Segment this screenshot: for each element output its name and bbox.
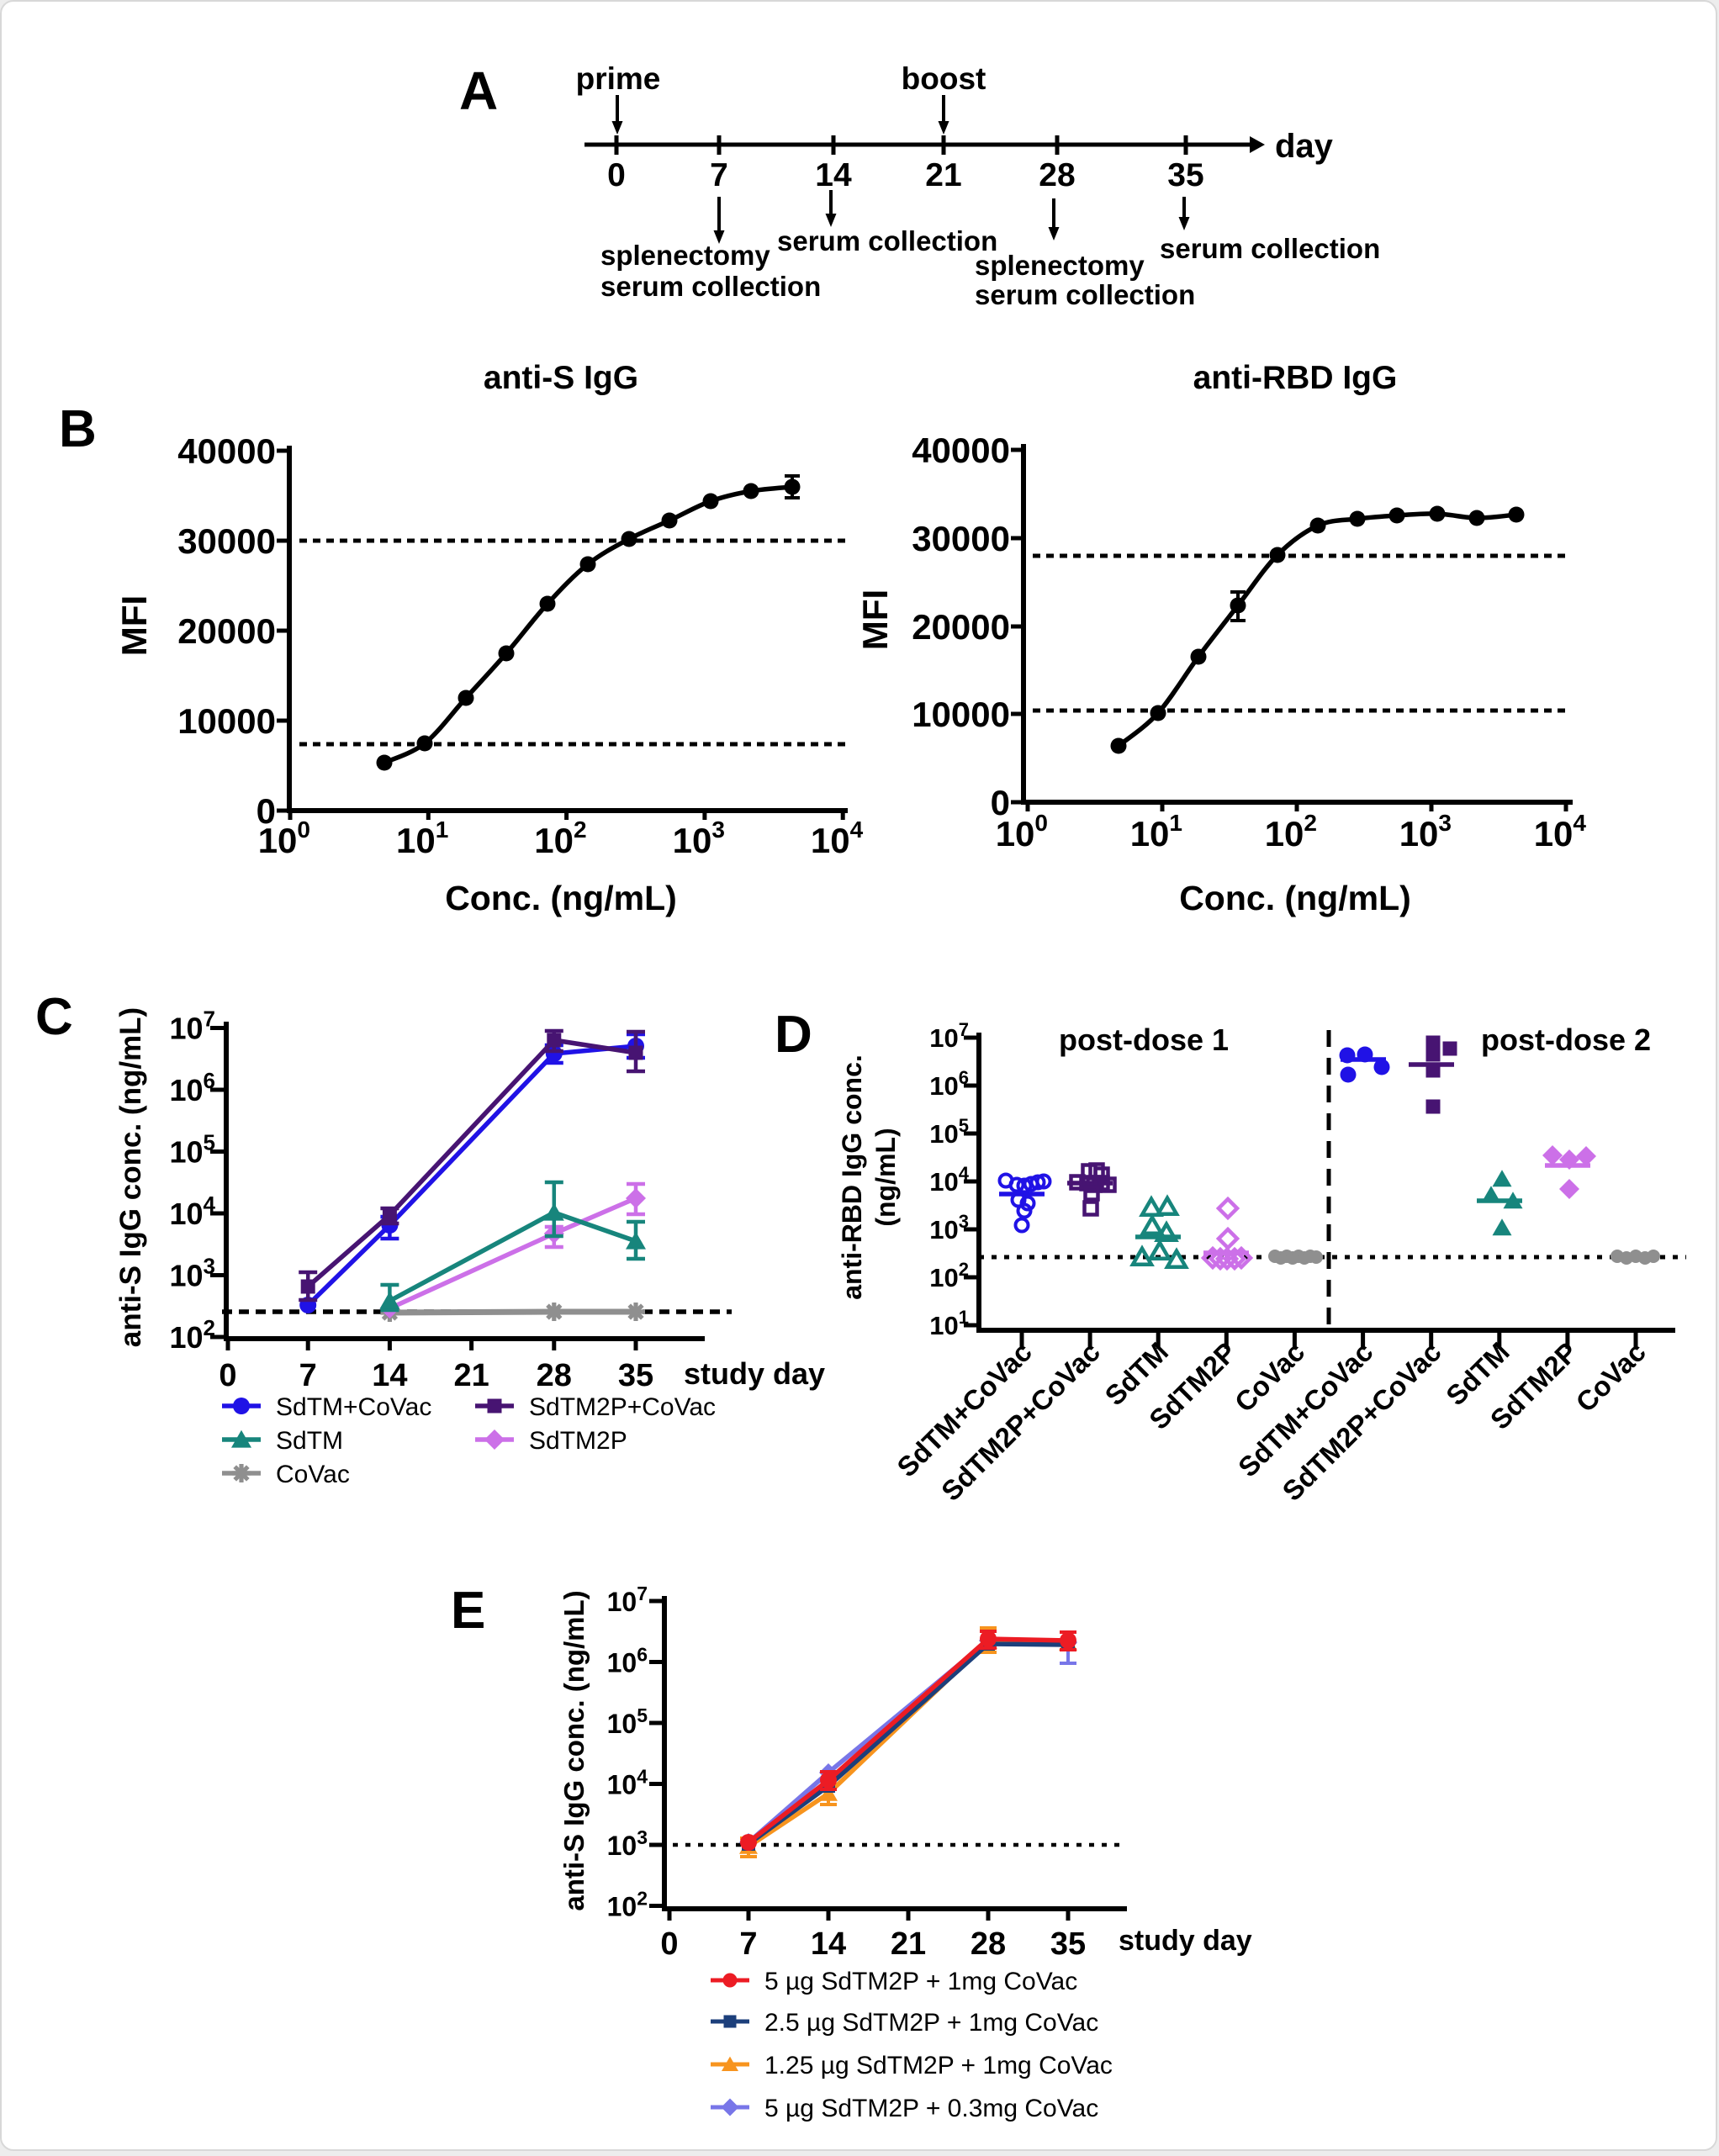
svg-text:107: 107	[929, 1019, 969, 1053]
svg-text:7: 7	[710, 157, 728, 193]
svg-text:21: 21	[453, 1358, 489, 1393]
svg-text:107: 107	[607, 1583, 648, 1617]
svg-text:anti-RBD IgG: anti-RBD IgG	[1193, 360, 1398, 396]
svg-text:Conc. (ng/mL): Conc. (ng/mL)	[445, 879, 677, 917]
svg-text:10000: 10000	[912, 695, 1010, 734]
svg-text:0: 0	[607, 157, 626, 193]
svg-text:20000: 20000	[177, 611, 276, 651]
svg-text:A: A	[459, 61, 498, 121]
svg-text:0: 0	[660, 1926, 678, 1962]
svg-text:101: 101	[1130, 810, 1182, 853]
svg-text:103: 103	[169, 1254, 215, 1293]
svg-text:10000: 10000	[177, 701, 276, 741]
svg-text:study day: study day	[1119, 1925, 1252, 1957]
svg-text:serum collection: serum collection	[600, 271, 821, 302]
svg-text:105: 105	[607, 1704, 648, 1739]
svg-text:103: 103	[929, 1211, 969, 1244]
svg-text:SdTM2P+CoVac: SdTM2P+CoVac	[529, 1393, 716, 1421]
svg-text:anti-S IgG conc. (ng/mL): anti-S IgG conc. (ng/mL)	[114, 1007, 147, 1347]
svg-text:104: 104	[169, 1192, 215, 1231]
svg-text:post-dose 2: post-dose 2	[1481, 1023, 1651, 1057]
svg-text:SdTM+CoVac: SdTM+CoVac	[276, 1393, 431, 1421]
svg-text:5 µg SdTM2P + 0.3mg CoVac: 5 µg SdTM2P + 0.3mg CoVac	[764, 2095, 1098, 2122]
svg-text:boost: boost	[902, 61, 986, 96]
svg-text:serum collection: serum collection	[1160, 233, 1380, 264]
svg-text:21: 21	[925, 157, 961, 193]
svg-text:E: E	[451, 1582, 485, 1640]
svg-text:103: 103	[673, 816, 725, 860]
svg-text:102: 102	[929, 1259, 969, 1292]
svg-text:SdTM: SdTM	[276, 1427, 343, 1455]
svg-text:105: 105	[929, 1115, 969, 1149]
svg-text:splenectomy: splenectomy	[600, 240, 770, 271]
svg-text:study day: study day	[684, 1356, 825, 1391]
svg-text:102: 102	[169, 1315, 215, 1355]
svg-text:104: 104	[607, 1766, 648, 1800]
svg-text:100: 100	[258, 816, 310, 860]
svg-text:104: 104	[929, 1163, 969, 1197]
svg-text:2.5 µg SdTM2P + 1mg CoVac: 2.5 µg SdTM2P + 1mg CoVac	[764, 2009, 1098, 2037]
svg-text:CoVac: CoVac	[1569, 1336, 1652, 1419]
svg-text:28: 28	[971, 1926, 1006, 1962]
svg-text:106: 106	[607, 1644, 648, 1678]
svg-text:SdTM2P: SdTM2P	[529, 1427, 627, 1455]
svg-text:104: 104	[1534, 810, 1587, 853]
svg-text:100: 100	[996, 810, 1048, 853]
svg-text:103: 103	[1399, 810, 1452, 853]
svg-text:anti-S IgG conc. (ng/mL): anti-S IgG conc. (ng/mL)	[558, 1590, 590, 1910]
svg-text:C: C	[35, 988, 73, 1046]
svg-text:103: 103	[607, 1826, 648, 1861]
svg-text:20000: 20000	[912, 607, 1010, 647]
svg-text:104: 104	[811, 816, 864, 860]
svg-text:anti-S IgG: anti-S IgG	[484, 360, 638, 396]
svg-text:14: 14	[815, 157, 852, 193]
svg-text:28: 28	[1039, 157, 1075, 193]
svg-text:21: 21	[891, 1926, 926, 1962]
svg-text:7: 7	[739, 1926, 757, 1962]
svg-text:prime: prime	[576, 61, 661, 96]
svg-text:anti-RBD IgG conc.: anti-RBD IgG conc.	[837, 1054, 867, 1300]
svg-text:serum collection: serum collection	[777, 225, 997, 256]
svg-text:101: 101	[929, 1307, 969, 1340]
svg-text:(ng/mL): (ng/mL)	[870, 1128, 901, 1226]
svg-text:28: 28	[537, 1358, 572, 1393]
svg-text:102: 102	[607, 1888, 648, 1922]
svg-text:D: D	[775, 1006, 812, 1064]
svg-text:107: 107	[169, 1007, 215, 1046]
svg-text:40000: 40000	[912, 431, 1010, 470]
svg-text:30000: 30000	[177, 521, 276, 561]
svg-text:post-dose 1: post-dose 1	[1059, 1023, 1229, 1057]
svg-text:CoVac: CoVac	[276, 1461, 350, 1488]
svg-text:0: 0	[219, 1358, 236, 1393]
svg-text:MFI: MFI	[855, 589, 895, 650]
svg-text:35: 35	[1050, 1926, 1086, 1962]
svg-text:40000: 40000	[177, 431, 276, 471]
svg-text:splenectomy: splenectomy	[975, 250, 1145, 281]
svg-text:105: 105	[169, 1130, 215, 1170]
svg-text:Conc. (ng/mL): Conc. (ng/mL)	[1179, 879, 1411, 917]
svg-text:5 µg SdTM2P + 1mg CoVac: 5 µg SdTM2P + 1mg CoVac	[764, 1968, 1077, 1995]
svg-text:serum collection: serum collection	[975, 279, 1195, 310]
svg-text:102: 102	[534, 816, 586, 860]
svg-text:14: 14	[372, 1358, 407, 1393]
svg-text:35: 35	[1167, 157, 1203, 193]
svg-text:1.25 µg SdTM2P + 1mg CoVac: 1.25 µg SdTM2P + 1mg CoVac	[764, 2052, 1113, 2079]
svg-text:MFI: MFI	[114, 595, 154, 656]
svg-text:0: 0	[991, 783, 1010, 822]
svg-text:7: 7	[299, 1358, 317, 1393]
svg-text:101: 101	[396, 816, 448, 860]
svg-text:35: 35	[618, 1358, 653, 1393]
svg-text:30000: 30000	[912, 519, 1010, 558]
svg-text:14: 14	[811, 1926, 846, 1962]
svg-text:102: 102	[1265, 810, 1317, 853]
svg-text:B: B	[59, 400, 97, 458]
svg-text:106: 106	[929, 1067, 969, 1101]
svg-text:day: day	[1275, 128, 1334, 165]
svg-text:0: 0	[257, 791, 276, 831]
svg-text:106: 106	[169, 1068, 215, 1107]
